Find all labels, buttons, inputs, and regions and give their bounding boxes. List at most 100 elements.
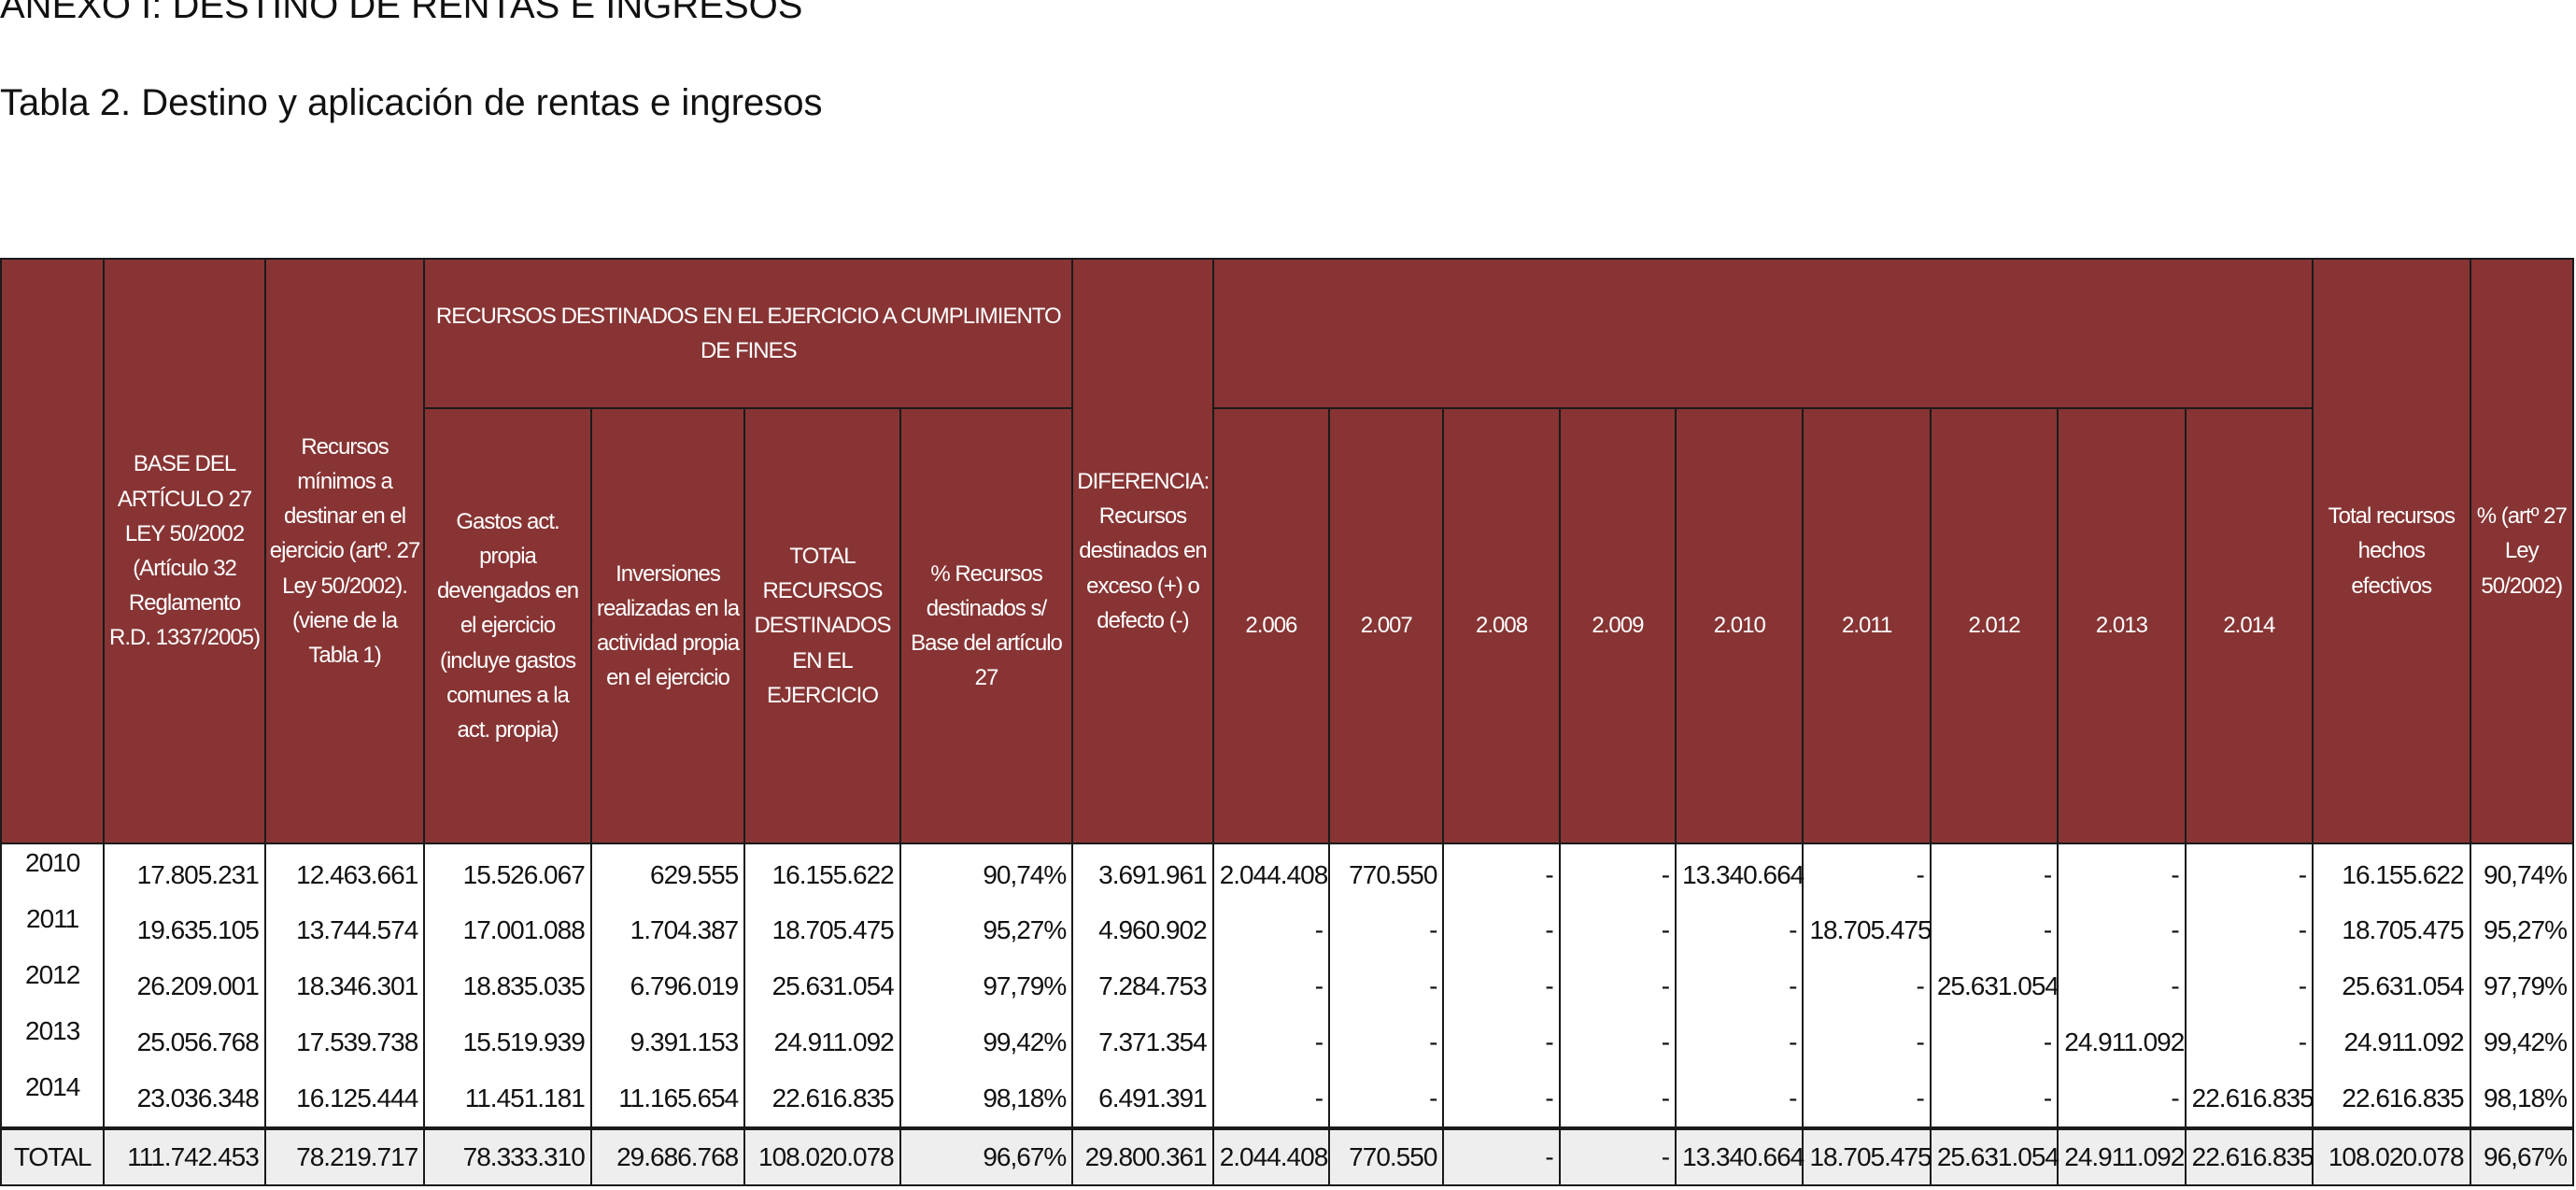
cell-diferencia: 7.371.354: [1071, 1014, 1214, 1070]
header-recursos-minimos: Recursos mínimos a destinar en el ejerci…: [263, 258, 426, 844]
header-year-corner: [0, 258, 106, 844]
cell-pct-recursos: 99,42%: [899, 1014, 1074, 1070]
cell-y2010: -: [1675, 902, 1805, 958]
cell-total-hechos: 25.631.054: [2312, 958, 2471, 1014]
table-row: 2011 19.635.105 13.744.574 17.001.088 1.704.…: [0, 902, 2575, 958]
cell-y2013: -: [2057, 1070, 2187, 1128]
cell-year: 2014: [0, 1070, 106, 1128]
cell-minimos: 16.125.444: [263, 1070, 426, 1128]
header-year-2011: 2.011: [1802, 407, 1932, 844]
cell-y2007: -: [1328, 902, 1445, 958]
cell-y2014: -: [2184, 1014, 2314, 1070]
cell-inversiones: 629.555: [589, 843, 746, 902]
cell-year: 2010: [0, 843, 106, 902]
total-cell-pct-recursos: 96,67%: [899, 1126, 1074, 1186]
total-cell-y2006: 2.044.408: [1211, 1126, 1331, 1186]
annex-title: ANEXO I: DESTINO DE RENTAS E INGRESOS: [0, 0, 803, 26]
cell-y2010: -: [1675, 1014, 1805, 1070]
cell-y2007: -: [1328, 1070, 1445, 1128]
cell-y2013: 24.911.092: [2057, 1014, 2187, 1070]
cell-y2013: -: [2057, 958, 2187, 1014]
cell-inversiones: 1.704.387: [589, 902, 746, 958]
total-cell-y2011: 18.705.475: [1802, 1126, 1932, 1186]
cell-y2009: -: [1558, 958, 1677, 1014]
cell-y2014: -: [2184, 843, 2314, 902]
cell-gastos: 11.451.181: [423, 1070, 592, 1128]
cell-total-hechos: 16.155.622: [2312, 843, 2471, 902]
cell-base: 26.209.001: [103, 958, 266, 1014]
cell-y2009: -: [1558, 1014, 1677, 1070]
cell-y2006: 2.044.408: [1211, 843, 1331, 902]
cell-pct-art: 99,42%: [2469, 1014, 2575, 1070]
total-cell-y2009: -: [1558, 1126, 1677, 1186]
table-row: 2010 17.805.231 12.463.661 15.526.067 629.55…: [0, 843, 2575, 902]
header-total-hechos-efectivos: Total recursos hechos efectivos: [2312, 258, 2471, 844]
cell-total-hechos: 24.911.092: [2312, 1014, 2471, 1070]
cell-y2006: -: [1211, 958, 1331, 1014]
header-recursos-destinados-group: RECURSOS DESTINADOS EN EL EJERCICIO A CU…: [423, 258, 1074, 409]
cell-total-recursos: 24.911.092: [743, 1014, 901, 1070]
cell-minimos: 17.539.738: [263, 1014, 426, 1070]
cell-pct-recursos: 95,27%: [899, 902, 1074, 958]
cell-y2011: 18.705.475: [1802, 902, 1932, 958]
cell-y2008: -: [1442, 843, 1561, 902]
total-cell-pct-art: 96,67%: [2469, 1126, 2575, 1186]
total-cell-year: TOTAL: [0, 1126, 106, 1186]
cell-gastos: 15.519.939: [423, 1014, 592, 1070]
cell-y2007: -: [1328, 958, 1445, 1014]
table-row: 2013 25.056.768 17.539.738 15.519.939 9.391.…: [0, 1014, 2575, 1070]
header-gastos-act-propia: Gastos act. propia devengados en el ejer…: [423, 407, 592, 844]
cell-base: 23.036.348: [103, 1070, 266, 1128]
cell-y2008: -: [1442, 902, 1561, 958]
cell-y2009: -: [1558, 902, 1677, 958]
header-year-2006: 2.006: [1211, 407, 1331, 844]
header-total-recursos: TOTAL RECURSOS DESTINADOS EN EL EJERCICI…: [743, 407, 901, 844]
cell-y2011: -: [1802, 1070, 1932, 1128]
cell-y2011: -: [1802, 843, 1932, 902]
cell-y2012: 25.631.054: [1929, 958, 2059, 1014]
cell-pct-art: 90,74%: [2469, 843, 2575, 902]
cell-y2008: -: [1442, 958, 1561, 1014]
table-row: 2014 23.036.348 16.125.444 11.451.181 11.165…: [0, 1070, 2575, 1128]
total-cell-y2013: 24.911.092: [2057, 1126, 2187, 1186]
cell-total-recursos: 25.631.054: [743, 958, 901, 1014]
cell-y2009: -: [1558, 843, 1677, 902]
cell-y2010: -: [1675, 1070, 1805, 1128]
cell-y2008: -: [1442, 1014, 1561, 1070]
table-body: 2010 17.805.231 12.463.661 15.526.067 629.55…: [0, 843, 2575, 1186]
total-cell-total-hechos: 108.020.078: [2312, 1126, 2471, 1186]
total-cell-y2012: 25.631.054: [1929, 1126, 2059, 1186]
cell-total-recursos: 22.616.835: [743, 1070, 901, 1128]
cell-y2012: -: [1929, 1070, 2059, 1128]
cell-base: 25.056.768: [103, 1014, 266, 1070]
cell-total-recursos: 16.155.622: [743, 843, 901, 902]
cell-y2014: 22.616.835: [2184, 1070, 2314, 1128]
cell-total-recursos: 18.705.475: [743, 902, 901, 958]
cell-inversiones: 6.796.019: [589, 958, 746, 1014]
header-pct-art-27: % (artº 27 Ley 50/2002): [2469, 258, 2575, 844]
cell-pct-art: 97,79%: [2469, 958, 2575, 1014]
total-cell-gastos: 78.333.310: [423, 1126, 592, 1186]
header-inversiones: Inversiones realizadas en la actividad p…: [589, 407, 746, 844]
cell-year: 2013: [0, 1014, 106, 1070]
cell-pct-recursos: 98,18%: [899, 1070, 1074, 1128]
cell-gastos: 15.526.067: [423, 843, 592, 902]
cell-inversiones: 9.391.153: [589, 1014, 746, 1070]
cell-y2008: -: [1442, 1070, 1561, 1128]
total-cell-total-recursos: 108.020.078: [743, 1126, 901, 1186]
cell-y2012: -: [1929, 1014, 2059, 1070]
cell-inversiones: 11.165.654: [589, 1070, 746, 1128]
table-row: 2012 26.209.001 18.346.301 18.835.035 6.796.…: [0, 958, 2575, 1014]
cell-y2012: -: [1929, 902, 2059, 958]
cell-y2014: -: [2184, 958, 2314, 1014]
cell-y2011: -: [1802, 958, 1932, 1014]
cell-y2007: -: [1328, 1014, 1445, 1070]
cell-minimos: 18.346.301: [263, 958, 426, 1014]
rentas-table: BASE DEL ARTÍCULO 27 LEY 50/2002 (Artícu…: [0, 258, 2575, 1186]
header-base-articulo-27: BASE DEL ARTÍCULO 27 LEY 50/2002 (Artícu…: [103, 258, 266, 844]
header-pct-recursos: % Recursos destinados s/ Base del artícu…: [899, 407, 1074, 844]
header-year-2014: 2.014: [2184, 407, 2314, 844]
cell-total-hechos: 22.616.835: [2312, 1070, 2471, 1128]
cell-y2012: -: [1929, 843, 2059, 902]
cell-base: 19.635.105: [103, 902, 266, 958]
